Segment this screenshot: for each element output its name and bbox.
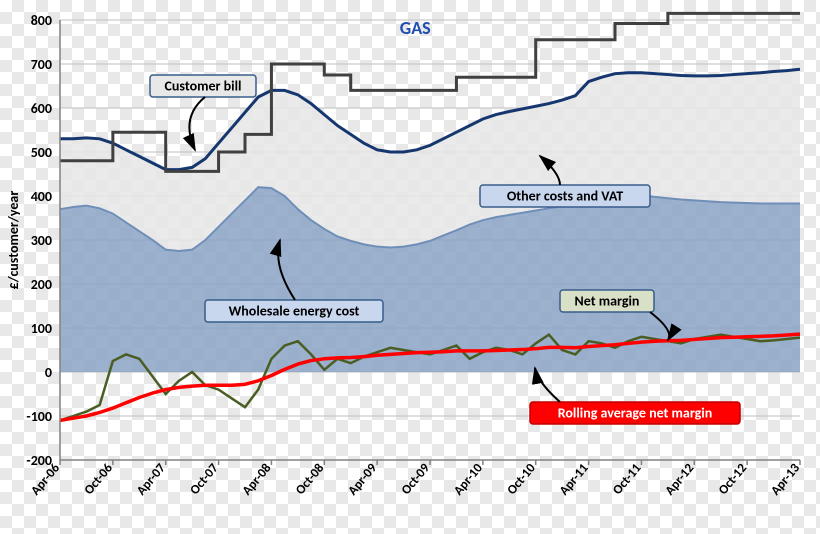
ytick-label: 600 xyxy=(31,100,52,117)
y-axis-title: £/customer/year xyxy=(5,191,22,290)
ytick-label: 500 xyxy=(31,144,52,161)
ytick-label: 700 xyxy=(31,56,52,73)
xtick-label: Oct-12 xyxy=(716,461,751,498)
xtick-label: Apr-10 xyxy=(451,461,486,499)
xtick-label: Apr-11 xyxy=(557,461,592,499)
annotation-arrow-customer-bill xyxy=(189,97,205,150)
ytick-label: 400 xyxy=(31,188,52,205)
xtick-label: Apr-13 xyxy=(768,461,803,499)
xtick-label: Oct-06 xyxy=(82,461,117,498)
xtick-label: Oct-11 xyxy=(610,461,645,498)
xtick-label: Oct-10 xyxy=(504,461,539,498)
annotation-label-customer-bill: Customer bill xyxy=(165,77,242,94)
xtick-label: Apr-12 xyxy=(662,461,697,499)
ytick-label: 800 xyxy=(31,12,52,29)
ytick-label: 300 xyxy=(31,232,52,249)
annotation-arrow-rolling xyxy=(535,368,560,402)
ytick-label: 200 xyxy=(31,276,52,293)
ytick-label: 0 xyxy=(45,364,52,381)
chart-svg: -200-1000100200300400500600700800Apr-06O… xyxy=(0,0,820,534)
xtick-label: Oct-08 xyxy=(293,461,328,498)
xtick-label: Apr-08 xyxy=(240,461,275,499)
chart-title: GAS xyxy=(400,17,431,39)
annotation-label-rolling: Rolling average net margin xyxy=(558,404,713,421)
xtick-label: Apr-09 xyxy=(345,461,380,499)
ytick-label: 100 xyxy=(31,320,52,337)
xtick-label: Apr-07 xyxy=(134,461,169,499)
xtick-label: Oct-07 xyxy=(187,461,222,498)
annotation-label-wholesale: Wholesale energy cost xyxy=(229,302,360,319)
xtick-label: Oct-09 xyxy=(399,461,434,498)
ytick-label: -100 xyxy=(26,408,52,425)
annotation-label-other-costs: Other costs and VAT xyxy=(507,187,623,204)
annotation-label-net-margin: Net margin xyxy=(575,292,640,309)
